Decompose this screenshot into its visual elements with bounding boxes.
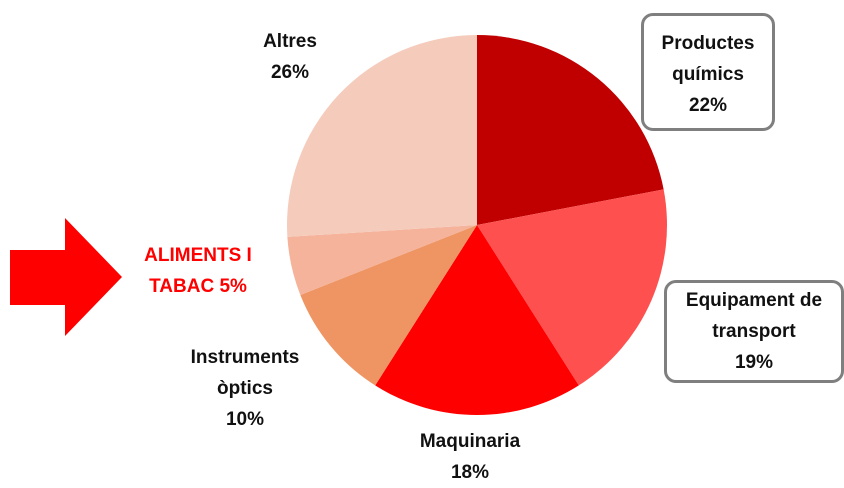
pie-slice bbox=[300, 225, 477, 386]
value-label: 26% bbox=[270, 62, 310, 83]
value-label: 5% bbox=[219, 276, 247, 297]
value-label: 22% bbox=[688, 95, 728, 116]
value-label: 18% bbox=[450, 462, 490, 483]
category-name: Altres bbox=[263, 31, 317, 52]
pie-slice bbox=[375, 225, 579, 416]
pie-slice bbox=[287, 225, 477, 295]
category-name: ALIMENTS I TABAC bbox=[144, 245, 252, 297]
slice-label: Altres 26% bbox=[240, 26, 340, 88]
slice-label: ALIMENTS I TABAC 5% bbox=[118, 240, 278, 302]
category-name: Instruments òptics bbox=[190, 347, 300, 399]
slice-label: Productes químics 22% bbox=[641, 13, 775, 131]
arrow bbox=[10, 218, 122, 336]
slice-label: Equipament de transport 19% bbox=[664, 280, 844, 383]
slice-label: Maquinaria 18% bbox=[390, 426, 550, 488]
category-name: Productes químics bbox=[661, 33, 755, 85]
value-label: 10% bbox=[225, 409, 265, 430]
category-name: Maquinaria bbox=[419, 431, 521, 452]
value-label: 19% bbox=[734, 352, 774, 373]
pie-slice bbox=[477, 35, 664, 225]
pie-slice bbox=[477, 189, 667, 386]
category-name: Equipament de transport bbox=[685, 290, 823, 342]
slice-label: Instruments òptics 10% bbox=[170, 342, 320, 435]
pie-slice bbox=[286, 35, 477, 237]
